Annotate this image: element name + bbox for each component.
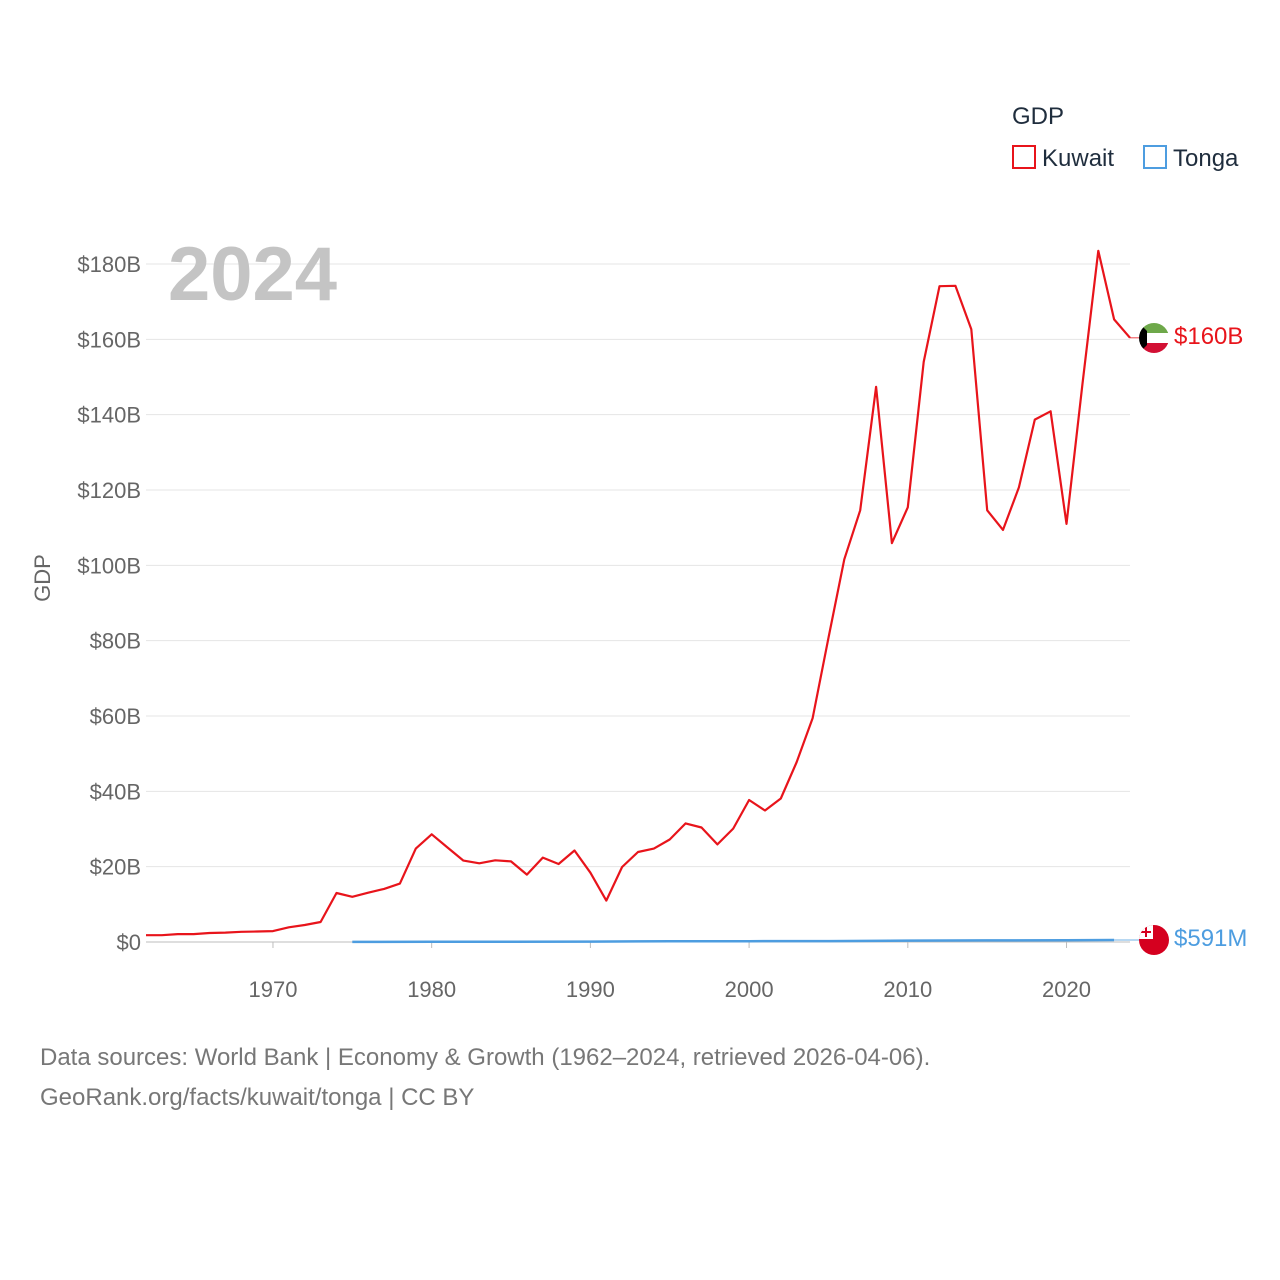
end-label-tonga: $591M	[1174, 925, 1247, 952]
series-line-kuwait	[146, 249, 1131, 937]
y-tick-label: $80B	[90, 629, 141, 654]
year-label: 2024	[168, 232, 337, 317]
x-tick-label: 1970	[248, 977, 297, 1002]
y-tick-label: $0	[117, 930, 141, 955]
end-label-kuwait: $160B	[1174, 323, 1243, 350]
x-axis-ticks: 1970 1980 1990 2000 2010 2020	[248, 942, 1091, 1002]
gridlines	[146, 263, 1130, 943]
x-tick-label: 2000	[725, 977, 774, 1002]
y-tick-label: $100B	[77, 553, 141, 578]
legend-title: GDP	[1012, 103, 1064, 130]
y-tick-label: $180B	[77, 252, 141, 277]
x-tick-label: 1990	[566, 977, 615, 1002]
y-tick-label: $120B	[77, 478, 141, 503]
footer-sources: Data sources: World Bank | Economy & Gro…	[40, 1044, 931, 1071]
series-line-tonga	[352, 938, 1115, 944]
x-tick-label: 1980	[407, 977, 456, 1002]
footer-attribution: GeoRank.org/facts/kuwait/tonga | CC BY	[40, 1084, 475, 1111]
legend-swatch-kuwait[interactable]	[1012, 145, 1036, 169]
series-lines	[146, 249, 1139, 944]
tonga-flag-icon	[1139, 925, 1169, 955]
y-tick-label: $160B	[77, 327, 141, 352]
y-axis-ticks: $0 $20B $40B $60B $80B $100B $120B $140B $160B $1…	[77, 252, 141, 955]
y-tick-label: $140B	[77, 403, 141, 428]
y-tick-label: $20B	[90, 855, 141, 880]
legend-swatch-tonga[interactable]	[1143, 145, 1167, 169]
legend-label-kuwait[interactable]: Kuwait	[1042, 145, 1114, 172]
kuwait-flag-icon	[1139, 323, 1169, 353]
y-axis-title: GDP	[30, 554, 55, 602]
x-tick-label: 2020	[1042, 977, 1091, 1002]
y-tick-label: $60B	[90, 704, 141, 729]
x-tick-label: 2010	[883, 977, 932, 1002]
gdp-line-chart: GDP Kuwait Tonga $0 $20B $40B $60B $80B $100B…	[30, 103, 1247, 1002]
legend-label-tonga[interactable]: Tonga	[1173, 145, 1239, 172]
y-tick-label: $40B	[90, 779, 141, 804]
